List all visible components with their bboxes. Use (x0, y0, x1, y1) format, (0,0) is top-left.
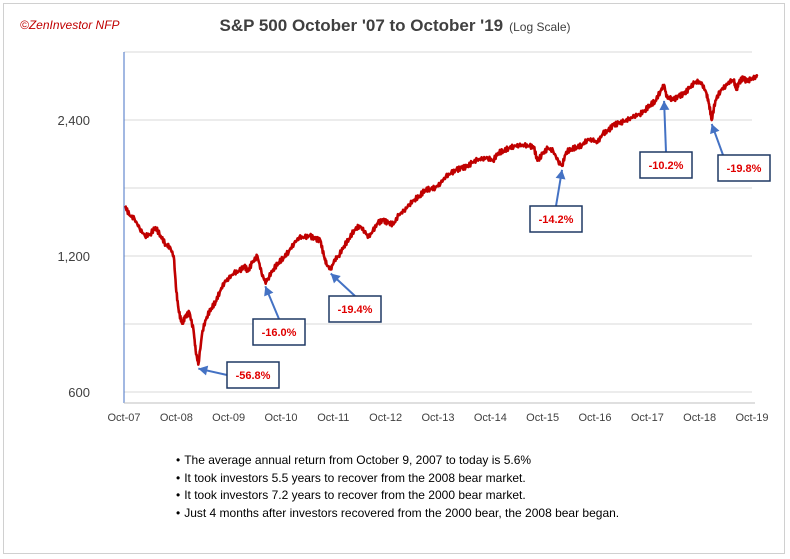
annotation-arrowhead (659, 100, 670, 111)
title-text: S&P 500 October '07 to October '19 (219, 16, 504, 35)
note-item: Just 4 months after investors recovered … (176, 505, 619, 523)
annotation-box (529, 205, 583, 233)
annotation-label: -56.8% (236, 370, 271, 382)
annotation-box (252, 318, 306, 346)
y-tick-label: 1,200 (57, 249, 90, 264)
x-tick-label: Oct-15 (526, 412, 559, 424)
annotation-label: -19.8% (727, 163, 762, 175)
annotation-label: -19.4% (338, 304, 373, 316)
x-tick-label: Oct-11 (317, 412, 349, 424)
annotation-label: -16.0% (262, 327, 297, 339)
annotation-box (226, 361, 280, 389)
x-tick-label: Oct-12 (369, 412, 402, 424)
annotation-arrowhead (330, 273, 341, 284)
note-item: The average annual return from October 9… (176, 452, 619, 470)
annotation-arrowhead (710, 124, 720, 135)
x-tick-label: Oct-14 (474, 412, 507, 424)
annotation-arrowhead (555, 169, 566, 180)
x-tick-label: Oct-09 (212, 412, 245, 424)
x-tick-label: Oct-13 (421, 412, 454, 424)
annotation-label: -14.2% (539, 214, 574, 226)
chart-title: S&P 500 October '07 to October '19 (Log S… (0, 16, 790, 36)
x-tick-label: Oct-08 (160, 412, 193, 424)
annotation-box (717, 154, 771, 182)
x-tick-label: Oct-18 (683, 412, 716, 424)
title-subtitle: (Log Scale) (509, 20, 571, 34)
x-tick-label: Oct-07 (107, 412, 140, 424)
sp500-line-chart: 600 1,200 2,400 Oct-07 Oct-08 Oct-09 Oct-10 Oct… (57, 51, 771, 424)
y-tick-label: 600 (68, 385, 90, 400)
annotation-arrowhead (264, 286, 274, 297)
series-line (124, 74, 759, 366)
y-tick-label: 2,400 (57, 113, 90, 128)
note-item: It took investors 7.2 years to recover f… (176, 487, 619, 505)
note-item: It took investors 5.5 years to recover f… (176, 470, 619, 488)
annotation-arrowhead (198, 365, 209, 376)
x-tick-label: Oct-17 (631, 412, 664, 424)
x-tick-label: Oct-10 (264, 412, 297, 424)
credit-label: ©ZenInvestor NFP (20, 18, 120, 32)
annotation-label: -10.2% (649, 160, 684, 172)
notes-list: The average annual return from October 9… (176, 452, 619, 522)
x-tick-label: Oct-16 (578, 412, 611, 424)
annotation-box (328, 295, 382, 323)
x-tick-label: Oct-19 (735, 412, 768, 424)
annotation-box (639, 151, 693, 179)
